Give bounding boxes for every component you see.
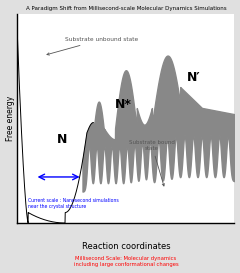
Text: Substrate bound
state: Substrate bound state: [129, 140, 175, 186]
Text: N′: N′: [187, 71, 200, 84]
X-axis label: Reaction coordinates: Reaction coordinates: [82, 242, 170, 251]
Text: Current scale : Nanosecond simulations
near the crystal structure: Current scale : Nanosecond simulations n…: [28, 198, 119, 209]
Text: Substrate unbound state: Substrate unbound state: [47, 37, 138, 55]
Text: N*: N*: [115, 98, 132, 111]
Text: N: N: [56, 133, 67, 147]
Y-axis label: Free energy: Free energy: [6, 96, 15, 141]
Title: A Paradigm Shift from Millisecond-scale Molecular Dynamics Simulations: A Paradigm Shift from Millisecond-scale …: [26, 5, 226, 11]
Text: Millisecond Scale: Molecular dynamics
including large conformational changes: Millisecond Scale: Molecular dynamics in…: [73, 257, 178, 267]
